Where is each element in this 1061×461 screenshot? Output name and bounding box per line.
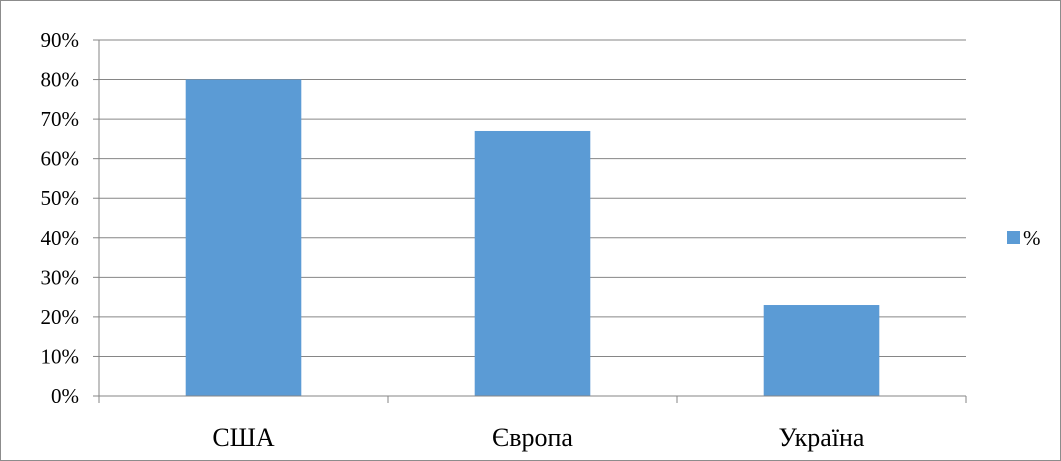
- bar: [474, 130, 591, 396]
- y-tick-label: 40%: [41, 226, 80, 250]
- y-tick-label: 80%: [41, 68, 80, 92]
- y-tick-labels: 0% 10% 20% 30% 40% 50% 60% 70% 80% 90%: [41, 28, 80, 408]
- bar: [763, 305, 880, 396]
- y-tick-label: 50%: [41, 186, 80, 210]
- y-tick-label: 0%: [51, 384, 79, 408]
- legend-label: %: [1023, 226, 1041, 250]
- bars: [185, 79, 880, 397]
- legend: %: [1007, 226, 1041, 250]
- y-tick-label: 30%: [41, 265, 80, 289]
- y-tick-label: 90%: [41, 28, 80, 52]
- x-tick-labels: США Європа Україна: [212, 423, 865, 452]
- legend-swatch: [1007, 231, 1020, 244]
- y-tick-label: 60%: [41, 147, 80, 171]
- y-tick-label: 70%: [41, 107, 80, 131]
- y-tick-label: 10%: [41, 344, 80, 368]
- axes: [93, 39, 967, 403]
- x-tick-label: Європа: [492, 423, 573, 452]
- y-tick-label: 20%: [41, 305, 80, 329]
- x-tick-label: США: [212, 423, 275, 452]
- bar: [185, 79, 302, 397]
- x-tick-label: Україна: [779, 423, 865, 452]
